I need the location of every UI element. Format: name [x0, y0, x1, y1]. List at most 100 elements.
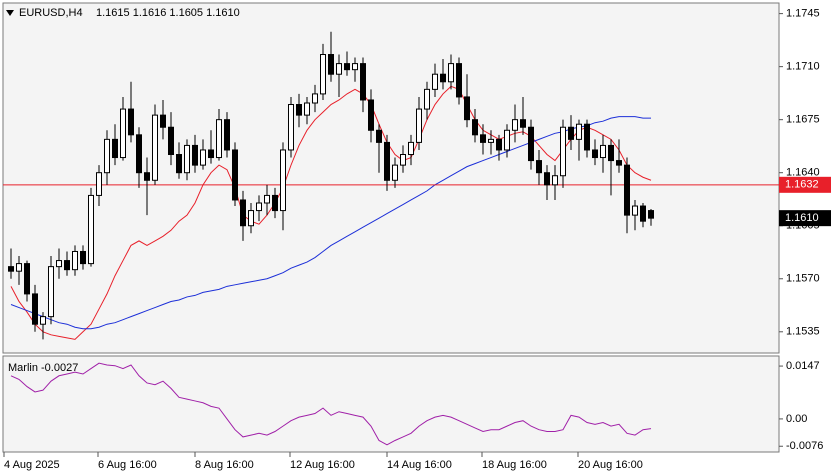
candle-body — [264, 194, 270, 204]
candle-body — [248, 210, 254, 227]
candle-body — [640, 205, 646, 222]
candle-body — [568, 126, 574, 140]
x-tick-label: 8 Aug 16:00 — [195, 459, 254, 471]
candle-body — [448, 63, 454, 83]
candle-body — [344, 63, 350, 71]
level-label: 1.1632 — [785, 179, 819, 191]
indicator-line — [10, 362, 652, 446]
level-label-bg — [779, 176, 831, 193]
candle-body — [312, 93, 318, 104]
candle-body — [16, 263, 22, 272]
candle-body — [440, 73, 446, 83]
candle-body — [280, 149, 286, 212]
candle-body — [392, 164, 398, 181]
candle-body — [464, 96, 470, 121]
candle-body — [456, 63, 462, 98]
candle-body — [272, 194, 278, 212]
candle-body — [600, 144, 606, 159]
candle-body — [648, 210, 654, 219]
candle-body — [56, 260, 62, 268]
candle-body — [216, 119, 222, 159]
candle-body — [496, 138, 502, 151]
candle-body — [200, 149, 206, 166]
candle-body — [488, 138, 494, 143]
candle-body — [520, 119, 526, 128]
candle-body — [152, 114, 158, 181]
candle-body — [128, 108, 134, 136]
candle-body — [32, 293, 38, 325]
candle-body — [176, 154, 182, 174]
x-tick-label: 12 Aug 16:00 — [290, 459, 355, 471]
y-tick-label: -0.0076 — [786, 440, 823, 452]
price-panel — [2, 2, 780, 354]
x-tick-label: 4 Aug 2025 — [4, 459, 60, 471]
candle-body — [8, 266, 14, 272]
x-tick-label: 14 Aug 16:00 — [387, 459, 452, 471]
candle-body — [584, 123, 590, 151]
candle-body — [400, 154, 406, 166]
candle-body — [296, 104, 302, 116]
moving-average — [10, 116, 651, 330]
chart-title: EURUSD,H4 — [19, 7, 83, 19]
candle-body — [72, 250, 78, 271]
candle-body — [304, 102, 310, 116]
candle-body — [624, 164, 630, 216]
y-tick-label: 1.1745 — [786, 8, 820, 20]
candle-body — [376, 129, 382, 143]
candle-body — [256, 202, 262, 212]
candle-body — [48, 266, 54, 318]
y-tick-label: 0.00 — [786, 413, 807, 425]
candle-body — [432, 73, 438, 90]
candle-body — [408, 141, 414, 156]
candle-body — [24, 263, 30, 295]
candle-body — [528, 126, 534, 162]
candle-body — [368, 99, 374, 131]
candle-body — [40, 316, 46, 325]
candle-body — [632, 205, 638, 216]
candle-body — [472, 119, 478, 136]
candle-body — [88, 194, 94, 265]
x-tick-label: 18 Aug 16:00 — [482, 459, 547, 471]
y-tick-label: 1.1535 — [786, 326, 820, 338]
candle-body — [504, 129, 510, 151]
candle-body — [80, 250, 86, 265]
candle-body — [336, 63, 342, 75]
y-tick-label: 1.1640 — [786, 167, 820, 179]
candle-body — [168, 126, 174, 156]
candle-body — [424, 88, 430, 110]
candle-body — [560, 126, 566, 177]
candle-body — [328, 54, 334, 75]
plot — [3, 31, 779, 446]
candle-body — [144, 172, 150, 181]
candle-body — [184, 144, 190, 174]
x-tick-label: 20 Aug 16:00 — [578, 459, 643, 471]
candle-body — [608, 144, 614, 162]
candle-body — [384, 141, 390, 181]
y-tick-label: 1.1710 — [786, 61, 820, 73]
indicator-value: -0.0027 — [41, 362, 78, 374]
candle-body — [320, 54, 326, 95]
bid-label-bg — [779, 210, 831, 227]
candle-body — [96, 172, 102, 196]
y-tick-label: 1.1675 — [786, 114, 820, 126]
candle-body — [288, 104, 294, 151]
candle-body — [592, 149, 598, 159]
indicator-name: Marlin — [8, 362, 38, 374]
candle-body — [160, 114, 166, 128]
candle-body — [416, 108, 422, 143]
candle-body — [232, 149, 238, 201]
candle-body — [544, 172, 550, 186]
y-tick-label: 1.1570 — [786, 273, 820, 285]
candle-body — [136, 134, 142, 174]
indicator-panel — [2, 355, 780, 453]
candle-body — [616, 160, 622, 166]
candle-body — [64, 260, 70, 271]
menu-triangle[interactable] — [6, 10, 14, 16]
candle-body — [120, 108, 126, 159]
indicator-label: Marlin -0.0027 — [8, 362, 78, 374]
candle-body — [192, 144, 198, 166]
candle-body — [104, 138, 110, 174]
candle-body — [480, 134, 486, 143]
